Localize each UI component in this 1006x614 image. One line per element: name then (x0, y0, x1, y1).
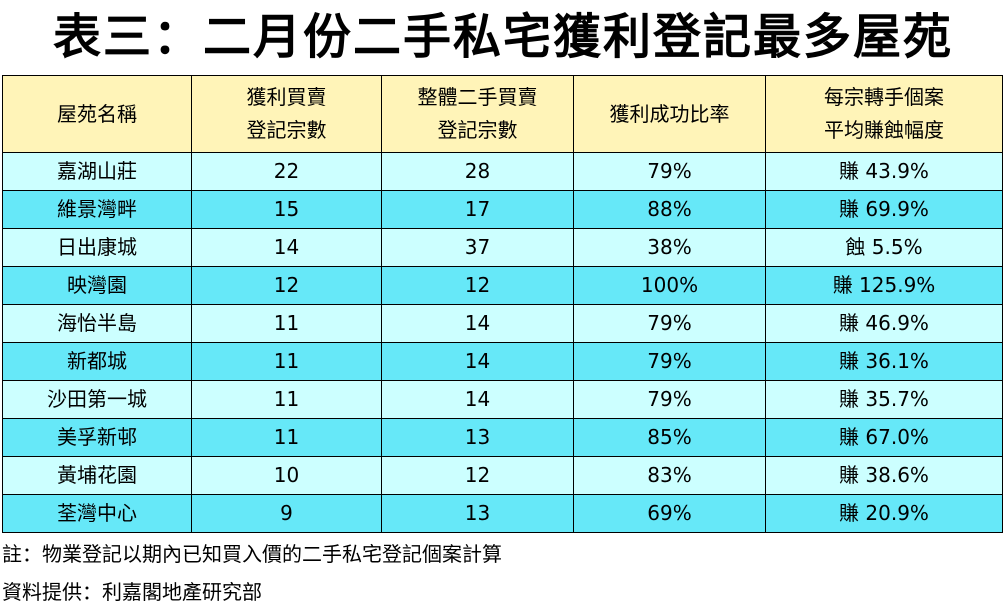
table-row: 新都城 11 14 79% 賺 36.1% (2, 342, 1003, 381)
table-body: 嘉湖山莊 22 28 79% 賺 43.9% 維景灣畔 15 17 88% 賺 … (2, 152, 1003, 533)
table-row: 荃灣中心 9 13 69% 賺 20.9% (2, 494, 1003, 533)
cell-profit-ratio: 69% (573, 494, 766, 533)
cell-average-change: 蝕 5.5% (765, 228, 1003, 267)
cell-profit-ratio: 83% (573, 456, 766, 495)
cell-profit-transactions: 15 (191, 190, 382, 229)
column-header-line: 平均賺蝕幅度 (824, 118, 944, 142)
page-title: 表三：二月份二手私宅獲利登記最多屋苑 (52, 9, 953, 65)
source-credit: 資料提供：利嘉閣地產研究部 (2, 580, 262, 604)
cell-profit-transactions: 10 (191, 456, 382, 495)
cell-profit-transactions: 22 (191, 152, 382, 191)
cell-profit-transactions: 11 (191, 304, 382, 343)
cell-total-transactions: 14 (381, 380, 574, 419)
cell-average-change: 賺 125.9% (765, 266, 1003, 305)
cell-profit-transactions: 11 (191, 418, 382, 457)
cell-estate: 荃灣中心 (2, 494, 192, 533)
column-header-average-change: 每宗轉手個案 平均賺蝕幅度 (765, 75, 1003, 153)
table-row: 黃埔花園 10 12 83% 賺 38.6% (2, 456, 1003, 495)
cell-average-change: 賺 20.9% (765, 494, 1003, 533)
column-header-line: 獲利成功比率 (609, 101, 730, 126)
cell-average-change: 賺 69.9% (765, 190, 1003, 229)
column-header-line: 每宗轉手個案 (824, 85, 944, 109)
table-row: 映灣園 12 12 100% 賺 125.9% (2, 266, 1003, 305)
column-header-estate: 屋苑名稱 (2, 75, 192, 153)
column-header-profit-transactions: 獲利買賣 登記宗數 (191, 75, 382, 153)
table-row: 海怡半島 11 14 79% 賺 46.9% (2, 304, 1003, 343)
column-header-line: 獲利買賣 (246, 85, 327, 109)
cell-total-transactions: 12 (381, 266, 574, 305)
table-row: 維景灣畔 15 17 88% 賺 69.9% (2, 190, 1003, 229)
cell-estate: 映灣園 (2, 266, 192, 305)
cell-average-change: 賺 43.9% (765, 152, 1003, 191)
column-header-total-transactions: 整體二手買賣 登記宗數 (381, 75, 574, 153)
column-header-line: 登記宗數 (437, 118, 518, 142)
cell-estate: 維景灣畔 (2, 190, 192, 229)
data-table: 屋苑名稱 獲利買賣 登記宗數 整體二手買賣 登記宗數 獲利成功比率 每宗轉手個案… (2, 75, 1003, 533)
cell-profit-ratio: 38% (573, 228, 766, 267)
column-header-line: 登記宗數 (246, 118, 327, 142)
column-header-line: 屋苑名稱 (57, 101, 137, 126)
table-row: 沙田第一城 11 14 79% 賺 35.7% (2, 380, 1003, 419)
cell-estate: 嘉湖山莊 (2, 152, 192, 191)
cell-profit-ratio: 79% (573, 380, 766, 419)
cell-average-change: 賺 36.1% (765, 342, 1003, 381)
cell-estate: 沙田第一城 (2, 380, 192, 419)
cell-total-transactions: 37 (381, 228, 574, 267)
cell-profit-ratio: 85% (573, 418, 766, 457)
cell-profit-ratio: 79% (573, 152, 766, 191)
column-header-profit-ratio: 獲利成功比率 (573, 75, 766, 153)
cell-estate: 新都城 (2, 342, 192, 381)
cell-profit-ratio: 79% (573, 342, 766, 381)
cell-profit-ratio: 88% (573, 190, 766, 229)
footnote: 註：物業登記以期內已知買入價的二手私宅登記個案計算 (2, 542, 502, 566)
cell-average-change: 賺 67.0% (765, 418, 1003, 457)
table-row: 嘉湖山莊 22 28 79% 賺 43.9% (2, 152, 1003, 191)
cell-average-change: 賺 38.6% (765, 456, 1003, 495)
cell-profit-transactions: 9 (191, 494, 382, 533)
cell-profit-transactions: 12 (191, 266, 382, 305)
table-header: 屋苑名稱 獲利買賣 登記宗數 整體二手買賣 登記宗數 獲利成功比率 每宗轉手個案… (2, 75, 1003, 153)
table-row: 日出康城 14 37 38% 蝕 5.5% (2, 228, 1003, 267)
cell-profit-transactions: 11 (191, 342, 382, 381)
cell-estate: 日出康城 (2, 228, 192, 267)
cell-estate: 海怡半島 (2, 304, 192, 343)
column-header-line: 整體二手買賣 (417, 85, 538, 109)
cell-profit-transactions: 14 (191, 228, 382, 267)
table-row: 美孚新邨 11 13 85% 賺 67.0% (2, 418, 1003, 457)
header-row: 屋苑名稱 獲利買賣 登記宗數 整體二手買賣 登記宗數 獲利成功比率 每宗轉手個案… (2, 75, 1003, 153)
cell-average-change: 賺 46.9% (765, 304, 1003, 343)
cell-average-change: 賺 35.7% (765, 380, 1003, 419)
cell-total-transactions: 14 (381, 342, 574, 381)
cell-total-transactions: 28 (381, 152, 574, 191)
cell-estate: 美孚新邨 (2, 418, 192, 457)
cell-profit-transactions: 11 (191, 380, 382, 419)
cell-profit-ratio: 100% (573, 266, 766, 305)
cell-profit-ratio: 79% (573, 304, 766, 343)
cell-total-transactions: 13 (381, 494, 574, 533)
cell-total-transactions: 17 (381, 190, 574, 229)
cell-estate: 黃埔花園 (2, 456, 192, 495)
cell-total-transactions: 14 (381, 304, 574, 343)
cell-total-transactions: 13 (381, 418, 574, 457)
cell-total-transactions: 12 (381, 456, 574, 495)
